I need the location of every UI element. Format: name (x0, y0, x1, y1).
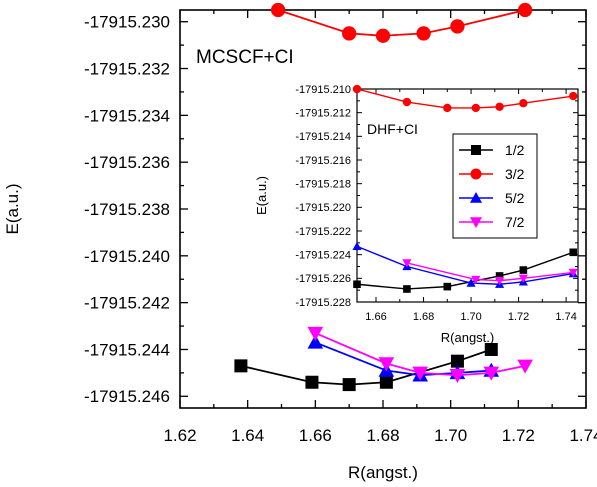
y-tick-label: -17915.224 (295, 250, 351, 262)
x-tick-label: 1.72 (502, 426, 535, 445)
y-tick-label: -17915.216 (295, 155, 351, 167)
data-point (517, 2, 533, 18)
data-point (517, 359, 533, 374)
y-tick-label: -17915.214 (295, 131, 351, 143)
series-line (277, 9, 526, 37)
data-point (353, 280, 361, 289)
data-point (466, 278, 476, 287)
series-line (356, 251, 574, 290)
y-tick-label: -17915.232 (84, 59, 170, 78)
data-point (518, 274, 528, 283)
data-point (569, 248, 578, 257)
x-tick-label: 1.66 (299, 426, 332, 445)
x-tick-label: 1.74 (569, 426, 597, 445)
data-point (379, 375, 393, 389)
data-point (519, 266, 528, 274)
data-point (483, 366, 500, 381)
data-point (495, 102, 504, 111)
y-tick-label: -17915.222 (295, 226, 351, 238)
data-point (270, 2, 286, 18)
data-point (342, 26, 357, 41)
data-point (352, 84, 362, 94)
legend-label: 5/2 (505, 190, 525, 206)
y-axis-title: E(a.u.) (3, 183, 22, 234)
y-tick-label: -17915.234 (84, 106, 170, 125)
y-tick-label: -17915.244 (84, 340, 170, 359)
data-point (412, 366, 429, 381)
data-point (402, 259, 412, 268)
data-point (568, 268, 578, 277)
legend-marker (470, 192, 482, 203)
y-tick-label: -17915.212 (295, 108, 351, 120)
y-tick-label: -17915.218 (295, 179, 351, 191)
data-point (443, 103, 452, 113)
x-axis-title: R(angst.) (441, 330, 494, 345)
legend-label: 3/2 (505, 166, 525, 182)
x-tick-label: 1.68 (366, 426, 399, 445)
data-point (450, 19, 465, 34)
x-tick-label: 1.72 (508, 311, 529, 323)
y-tick-label: -17915.246 (84, 387, 170, 406)
y-tick-label: -17915.236 (84, 153, 170, 172)
x-tick-label: 1.70 (434, 426, 467, 445)
data-point (449, 368, 466, 384)
x-tick-label: 1.64 (231, 426, 264, 445)
data-point (471, 103, 480, 113)
data-point (416, 26, 431, 41)
y-tick-label: -17915.220 (295, 202, 351, 214)
y-tick-label: -17915.240 (84, 247, 170, 266)
data-point (519, 99, 528, 108)
data-point (375, 28, 391, 43)
data-point (569, 91, 578, 101)
data-point (342, 378, 356, 392)
data-point (307, 334, 324, 349)
chart-annotation: MCSCF+CI (196, 47, 294, 68)
data-point (471, 275, 481, 285)
data-point (378, 357, 395, 372)
x-tick-label: 1.68 (413, 311, 434, 323)
legend-marker (471, 145, 481, 155)
x-tick-label: 1.74 (555, 311, 576, 323)
y-axis-title: E(a.u.) (254, 176, 269, 215)
legend-box (452, 133, 538, 239)
data-point (352, 241, 362, 251)
data-point (305, 375, 319, 389)
legend-label: 1/2 (505, 142, 525, 158)
legend-label: 7/2 (505, 214, 525, 230)
y-tick-label: -17915.210 (295, 84, 351, 96)
chart-annotation: DHF+CI (367, 121, 418, 137)
y-tick-label: -17915.242 (84, 294, 170, 313)
x-axis-title: R(angst.) (348, 463, 418, 482)
legend-marker (470, 217, 482, 228)
data-point (402, 97, 412, 107)
data-point (234, 359, 248, 373)
data-point (443, 282, 452, 291)
data-point (307, 326, 324, 341)
y-tick-label: -17915.226 (295, 273, 351, 285)
x-tick-label: 1.66 (365, 311, 386, 323)
data-point (495, 272, 504, 280)
data-point (495, 277, 505, 286)
legend-marker (470, 168, 482, 180)
data-point (450, 354, 464, 368)
data-point (484, 342, 498, 356)
y-tick-label: -17915.228 (295, 297, 351, 309)
y-tick-label: -17915.230 (84, 13, 170, 32)
series-line (356, 245, 574, 285)
x-tick-label: 1.62 (163, 426, 196, 445)
y-tick-label: -17915.238 (84, 200, 170, 219)
data-point (403, 285, 411, 293)
series-line (314, 332, 526, 377)
x-tick-label: 1.70 (460, 311, 481, 323)
inset-chart: 1.66 1.68 1.70 1.72 1.74 -17915.210 -17915.212… (254, 84, 579, 345)
